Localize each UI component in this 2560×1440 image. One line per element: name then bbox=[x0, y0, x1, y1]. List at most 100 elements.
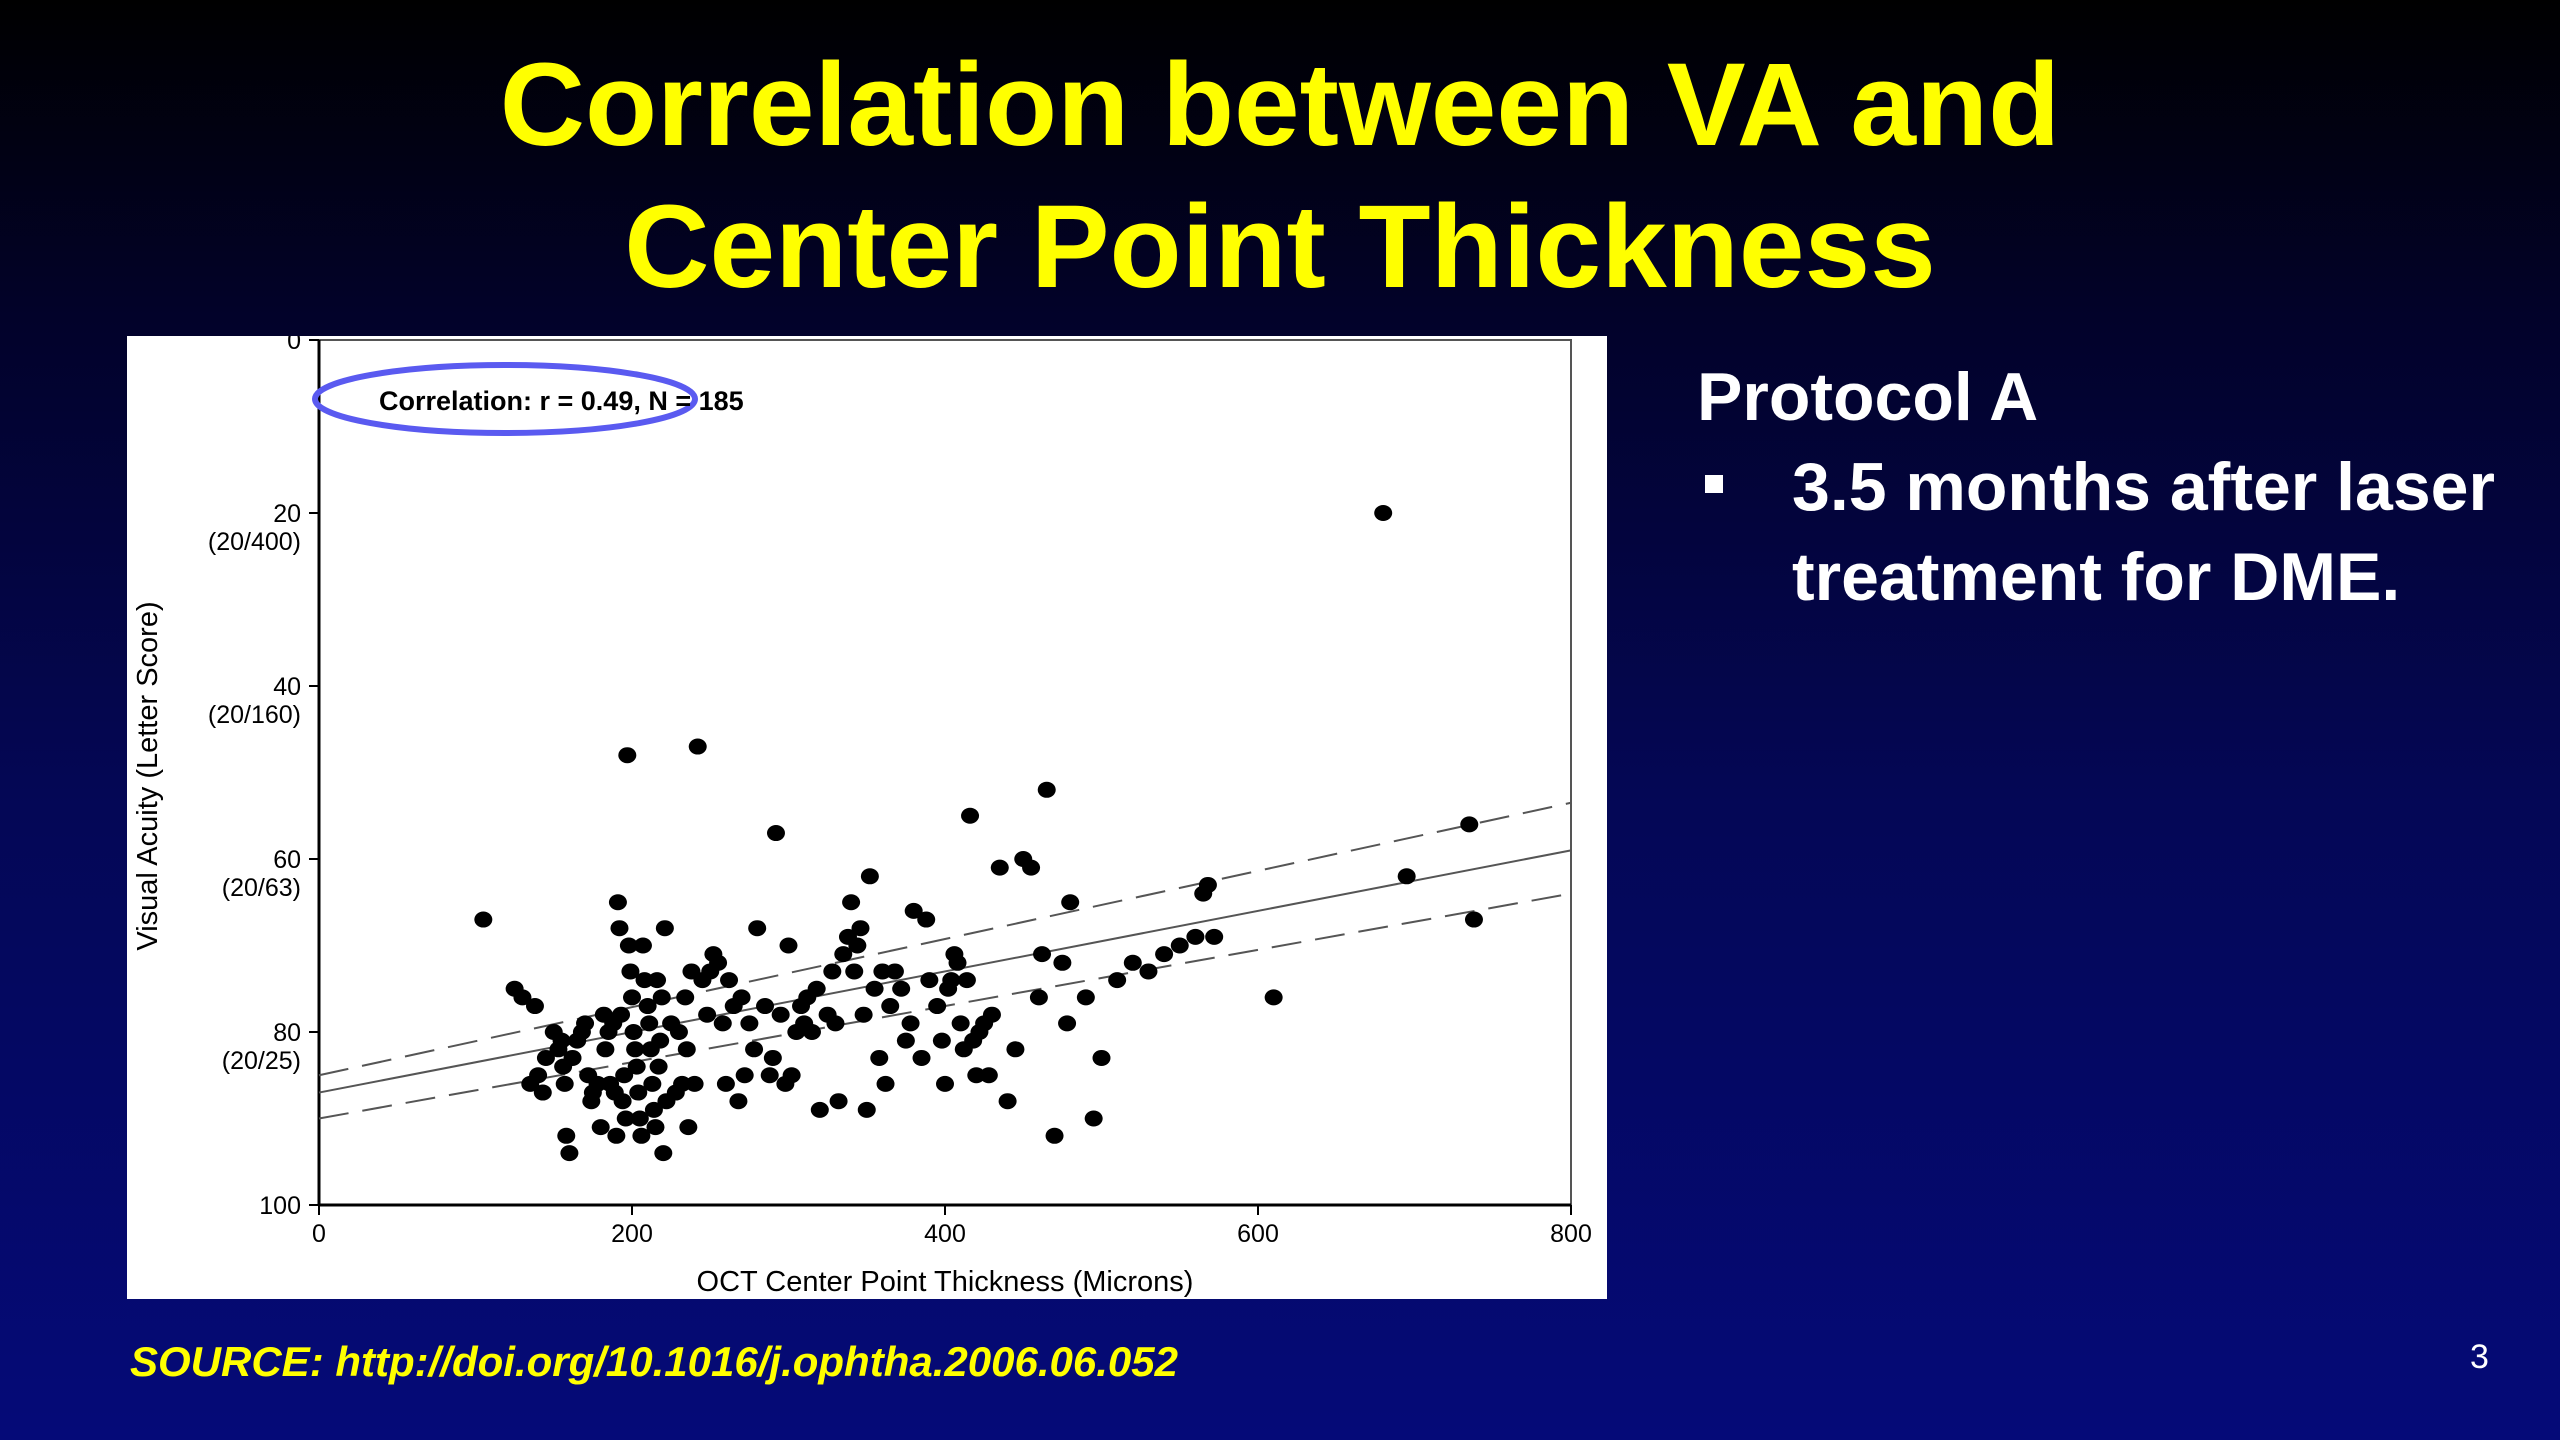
scatter-point bbox=[901, 1015, 920, 1032]
scatter-point bbox=[1058, 1015, 1077, 1032]
scatter-point bbox=[612, 1006, 631, 1023]
scatter-point bbox=[615, 1067, 634, 1084]
scatter-point bbox=[1139, 963, 1158, 980]
scatter-point bbox=[626, 1041, 645, 1058]
x-axis-label: OCT Center Point Thickness (Microns) bbox=[697, 1266, 1194, 1298]
scatter-point bbox=[961, 807, 980, 824]
scatter-point bbox=[829, 1093, 848, 1110]
scatter-chart-panel: 0 200 400 600 800 0 20 (20/400) 40 (20/160) 60 (20/… bbox=[127, 336, 1607, 1299]
scatter-point bbox=[1029, 989, 1048, 1006]
scatter-point bbox=[860, 868, 879, 885]
scatter-point bbox=[802, 1024, 821, 1040]
y-tick-label: 60 bbox=[273, 846, 301, 874]
scatter-point bbox=[576, 1015, 595, 1032]
scatter-point bbox=[857, 1101, 876, 1118]
scatter-point bbox=[885, 963, 904, 980]
scatter-point bbox=[698, 1006, 717, 1023]
scatter-point bbox=[649, 1058, 668, 1075]
scatter-point bbox=[709, 954, 728, 971]
scatter-point bbox=[533, 1084, 552, 1101]
scatter-point bbox=[936, 1075, 954, 1092]
scatter-point bbox=[834, 946, 853, 963]
scatter-point bbox=[842, 894, 861, 911]
scatter-point bbox=[1264, 989, 1283, 1006]
y-tick-label: 80 bbox=[273, 1019, 301, 1047]
scatter-point bbox=[673, 1075, 692, 1092]
y-tick-sublabel: (20/63) bbox=[222, 874, 301, 902]
scatter-point bbox=[826, 1015, 845, 1032]
scatter-point bbox=[1022, 859, 1041, 876]
y-tick-label: 40 bbox=[273, 673, 301, 701]
scatter-point bbox=[823, 963, 842, 980]
scatter-point bbox=[654, 1145, 673, 1162]
scatter-point bbox=[629, 1084, 648, 1101]
regression-line bbox=[318, 849, 1572, 1094]
scatter-point bbox=[948, 954, 967, 971]
scatter-point bbox=[669, 1024, 688, 1040]
y-tick-sublabel: (20/160) bbox=[208, 701, 301, 729]
scatter-point bbox=[613, 1093, 632, 1110]
scatter-point bbox=[932, 1032, 951, 1049]
scatter-point bbox=[756, 998, 775, 1015]
scatter-point bbox=[740, 1015, 759, 1032]
scatter-point bbox=[748, 920, 767, 937]
x-tick-label: 0 bbox=[312, 1220, 326, 1248]
scatter-point bbox=[760, 1067, 779, 1084]
scatter-point bbox=[618, 747, 637, 764]
scatter-point bbox=[644, 1101, 663, 1118]
scatter-point bbox=[616, 1110, 635, 1127]
plot-frame bbox=[318, 339, 1572, 1206]
scatter-point bbox=[990, 859, 1009, 876]
scatter-point bbox=[766, 825, 785, 842]
y-tick-sublabel: (20/25) bbox=[222, 1047, 301, 1075]
scatter-point bbox=[870, 1049, 889, 1066]
scatter-point bbox=[967, 1067, 986, 1084]
scatter-point bbox=[619, 937, 638, 954]
scatter-point bbox=[1108, 972, 1127, 989]
scatter-point bbox=[627, 1058, 646, 1075]
scatter-point bbox=[1053, 954, 1072, 971]
protocol-heading: Protocol A bbox=[1697, 359, 2039, 435]
scatter-point bbox=[648, 972, 667, 989]
scatter-point bbox=[633, 937, 652, 954]
scatter-point bbox=[474, 911, 493, 928]
scatter-point bbox=[1123, 954, 1142, 971]
scatter-point bbox=[685, 1075, 704, 1092]
scatter-point bbox=[1061, 894, 1080, 911]
scatter-point bbox=[1186, 928, 1205, 945]
scatter-point bbox=[1198, 876, 1217, 893]
scatter-point bbox=[1006, 1041, 1025, 1058]
scatter-point bbox=[896, 1032, 915, 1049]
source-citation: SOURCE: http://doi.org/10.1016/j.ophtha.… bbox=[130, 1338, 1178, 1385]
scatter-point bbox=[630, 1110, 649, 1127]
scatter-point bbox=[624, 1024, 643, 1040]
scatter-point bbox=[912, 1049, 931, 1066]
scatter-point bbox=[998, 1093, 1017, 1110]
scatter-point bbox=[1037, 781, 1056, 798]
scatter-point bbox=[917, 911, 936, 928]
scatter-point bbox=[920, 972, 939, 989]
bullet-panel: Protocol A 3.5 months after laser treatm… bbox=[1697, 352, 2517, 622]
scatter-point bbox=[1084, 1110, 1103, 1127]
scatter-point bbox=[557, 1127, 576, 1144]
scatter-point bbox=[1092, 1049, 1111, 1066]
scatter-point bbox=[513, 989, 532, 1006]
scatter-point bbox=[560, 1145, 579, 1162]
scatter-point bbox=[848, 937, 867, 954]
scatter-point bbox=[591, 1119, 610, 1136]
scatter-point bbox=[623, 989, 641, 1006]
scatter-chart: 0 200 400 600 800020(20/400)40(20/160)60(20/… bbox=[132, 336, 1592, 1298]
scatter-point bbox=[729, 1093, 748, 1110]
scatter-point bbox=[982, 1006, 1001, 1023]
scatter-point bbox=[1460, 816, 1479, 833]
scatter-point bbox=[716, 1075, 735, 1092]
scatter-point bbox=[638, 998, 657, 1015]
scatter-point bbox=[1464, 911, 1483, 928]
scatter-point bbox=[951, 1015, 970, 1032]
scatter-point bbox=[865, 980, 884, 997]
bullet-item: 3.5 months after laser treatment for DME… bbox=[1697, 442, 2517, 622]
title-line-2: Center Point Thickness bbox=[624, 181, 1936, 313]
scatter-point bbox=[942, 972, 961, 989]
scatter-point bbox=[720, 972, 739, 989]
scatter-point bbox=[608, 894, 627, 911]
